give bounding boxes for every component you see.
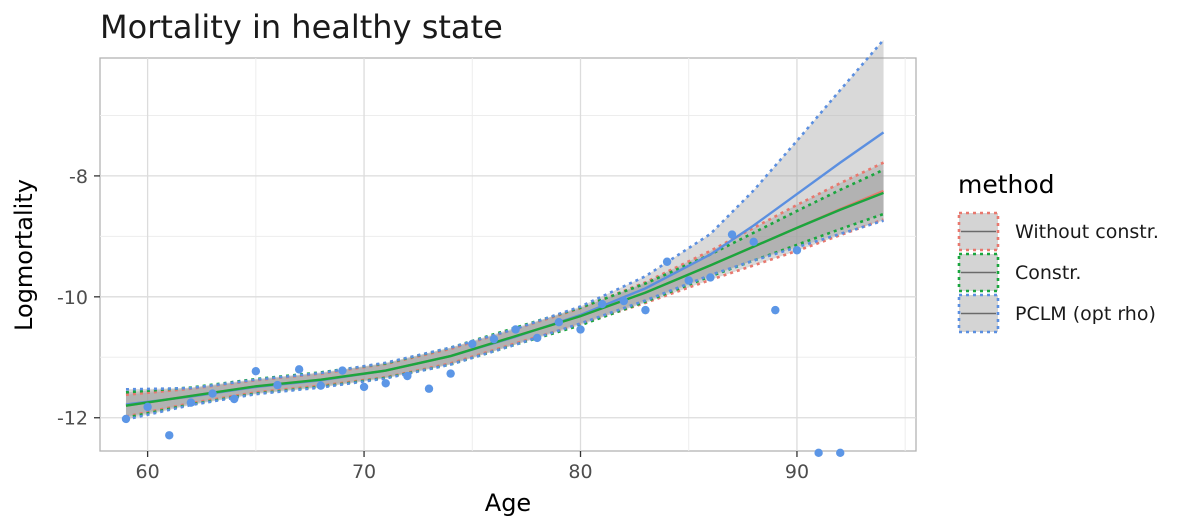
data-point-11 xyxy=(359,382,369,392)
ribbon-fill-2 xyxy=(125,39,884,420)
chart-title: Mortality in healthy state xyxy=(100,8,503,46)
data-point-6 xyxy=(251,366,261,376)
data-point-32 xyxy=(814,448,823,458)
data-point-17 xyxy=(489,334,499,344)
ribbon-lower-2 xyxy=(125,219,884,421)
x-tick-label-3: 90 xyxy=(785,461,809,483)
x-tick-label-1: 70 xyxy=(352,461,376,483)
legend-title: method xyxy=(958,170,1055,199)
data-point-24 xyxy=(641,305,650,315)
legend-label-0: Without constr. xyxy=(1015,221,1159,243)
y-tick-label-0: -12 xyxy=(57,408,88,430)
data-point-2 xyxy=(165,431,174,440)
data-point-4 xyxy=(208,389,217,398)
legend-label-1: Constr. xyxy=(1015,262,1081,284)
legend: method Without constr. Constr. PCLM (opt r… xyxy=(957,170,1159,334)
data-point-12 xyxy=(381,379,390,388)
data-point-28 xyxy=(727,230,737,239)
data-point-23 xyxy=(619,296,628,306)
data-point-22 xyxy=(597,299,607,309)
series-line-1 xyxy=(125,191,884,407)
data-point-13 xyxy=(403,371,412,381)
data-point-26 xyxy=(684,276,693,285)
data-point-15 xyxy=(446,369,455,378)
data-point-10 xyxy=(338,366,347,375)
y-axis-title: Logmortality xyxy=(10,179,38,331)
y-tick-label-2: -8 xyxy=(69,166,88,188)
data-point-8 xyxy=(294,365,304,374)
confidence-ribbons xyxy=(125,39,885,421)
y-tick-label-1: -10 xyxy=(57,287,88,309)
data-point-1 xyxy=(143,402,152,412)
x-axis-title: Age xyxy=(485,489,531,517)
data-point-30 xyxy=(771,305,780,315)
data-point-21 xyxy=(576,325,585,334)
data-point-33 xyxy=(836,448,845,458)
data-point-19 xyxy=(533,333,542,343)
ribbon-lower-1 xyxy=(125,212,884,420)
data-point-7 xyxy=(273,380,282,390)
axis-ticks xyxy=(94,175,798,457)
data-point-16 xyxy=(468,339,477,349)
data-point-18 xyxy=(511,325,520,334)
legend-label-2: PCLM (opt rho) xyxy=(1015,303,1156,325)
data-point-9 xyxy=(316,381,325,390)
data-point-0 xyxy=(121,414,131,424)
x-tick-label-2: 80 xyxy=(568,461,592,483)
data-point-25 xyxy=(662,257,672,266)
data-point-27 xyxy=(706,273,715,282)
plot-panel xyxy=(99,57,917,452)
ribbon-fill-0 xyxy=(125,162,884,417)
data-point-29 xyxy=(749,237,758,247)
data-point-31 xyxy=(792,246,802,255)
tick-labels: 60 70 80 90 -12 -10 -8 xyxy=(57,166,809,483)
data-point-3 xyxy=(186,398,196,407)
ribbon-fill-1 xyxy=(125,169,884,418)
ribbon-upper-2 xyxy=(125,39,885,391)
data-points xyxy=(121,230,845,458)
x-tick-label-0: 60 xyxy=(136,461,160,483)
data-point-14 xyxy=(424,384,434,393)
data-point-20 xyxy=(554,318,564,327)
series-lines xyxy=(125,131,885,407)
data-point-5 xyxy=(229,394,239,404)
